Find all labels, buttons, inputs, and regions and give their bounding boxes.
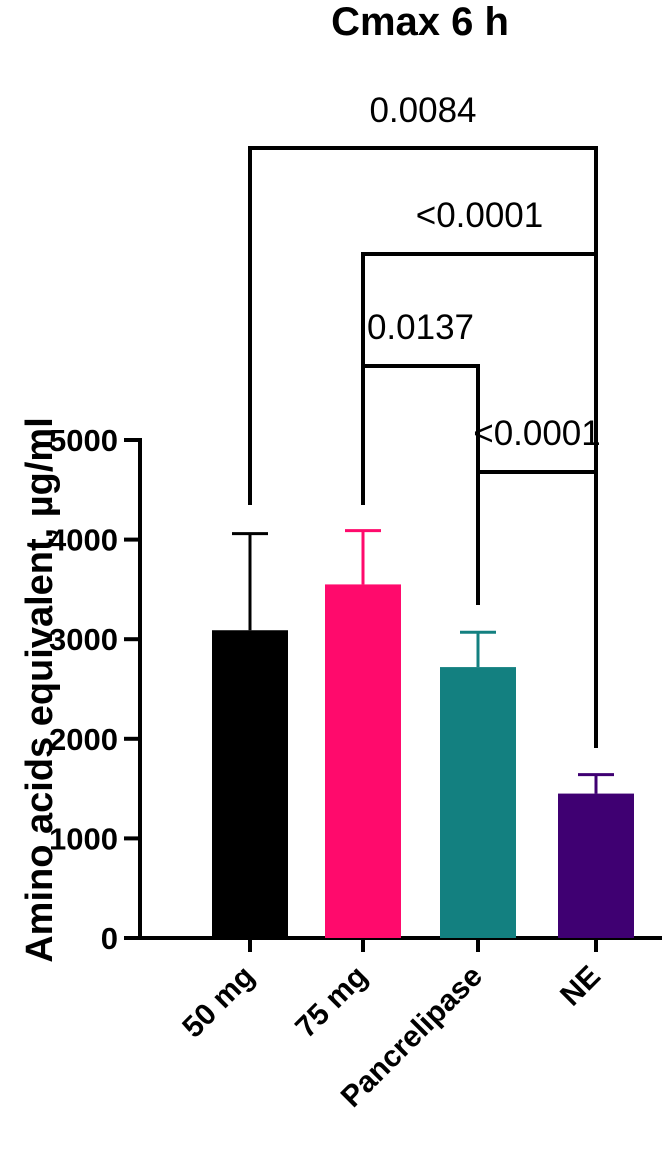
y-axis-label: Amino acids equivalent, µg/ml bbox=[19, 417, 61, 963]
y-tick-label: 4000 bbox=[49, 523, 118, 558]
p-value-label: 0.0084 bbox=[369, 91, 476, 130]
y-tick-label: 5000 bbox=[49, 423, 118, 458]
significance-bracket bbox=[476, 470, 598, 748]
y-tick-label: 0 bbox=[101, 921, 118, 956]
bar bbox=[558, 793, 634, 938]
bar bbox=[440, 667, 516, 938]
x-tick-label: 50 mg bbox=[176, 960, 261, 1045]
x-tick-label: 75 mg bbox=[289, 960, 374, 1045]
p-value-label: <0.0001 bbox=[416, 196, 544, 235]
y-tick-label: 1000 bbox=[49, 821, 118, 856]
x-tick-label: NE bbox=[554, 960, 607, 1013]
p-value-label: 0.0137 bbox=[367, 308, 474, 347]
bar bbox=[325, 584, 401, 938]
y-tick-label: 3000 bbox=[49, 622, 118, 657]
significance-bracket bbox=[361, 364, 480, 605]
y-tick-label: 2000 bbox=[49, 722, 118, 757]
p-value-label: <0.0001 bbox=[473, 414, 601, 453]
chart-title: Cmax 6 h bbox=[331, 0, 509, 44]
bar bbox=[212, 630, 288, 938]
